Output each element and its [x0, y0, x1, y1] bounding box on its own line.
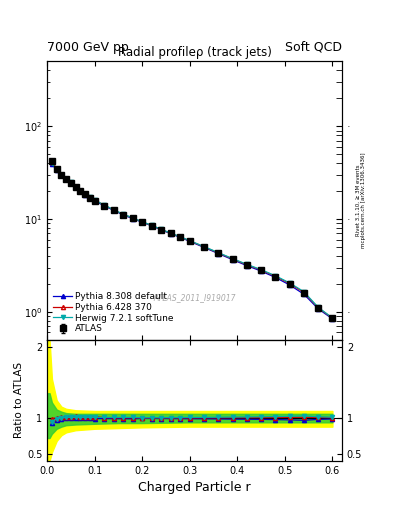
Y-axis label: Rivet 3.1.10, ≥ 3M events
mcplots.cern.ch [arXiv:1306.3436]: Rivet 3.1.10, ≥ 3M events mcplots.cern.c… — [356, 153, 366, 248]
X-axis label: Charged Particle r: Charged Particle r — [138, 481, 251, 494]
Text: Soft QCD: Soft QCD — [285, 41, 342, 54]
Y-axis label: Ratio to ATLAS: Ratio to ATLAS — [14, 362, 24, 438]
Legend: Pythia 8.308 default, Pythia 6.428 370, Herwig 7.2.1 softTune, ATLAS: Pythia 8.308 default, Pythia 6.428 370, … — [51, 290, 175, 335]
Text: 7000 GeV pp: 7000 GeV pp — [47, 41, 129, 54]
Title: Radial profileρ (track jets): Radial profileρ (track jets) — [118, 46, 272, 59]
Text: ATLAS_2011_I919017: ATLAS_2011_I919017 — [153, 293, 236, 303]
